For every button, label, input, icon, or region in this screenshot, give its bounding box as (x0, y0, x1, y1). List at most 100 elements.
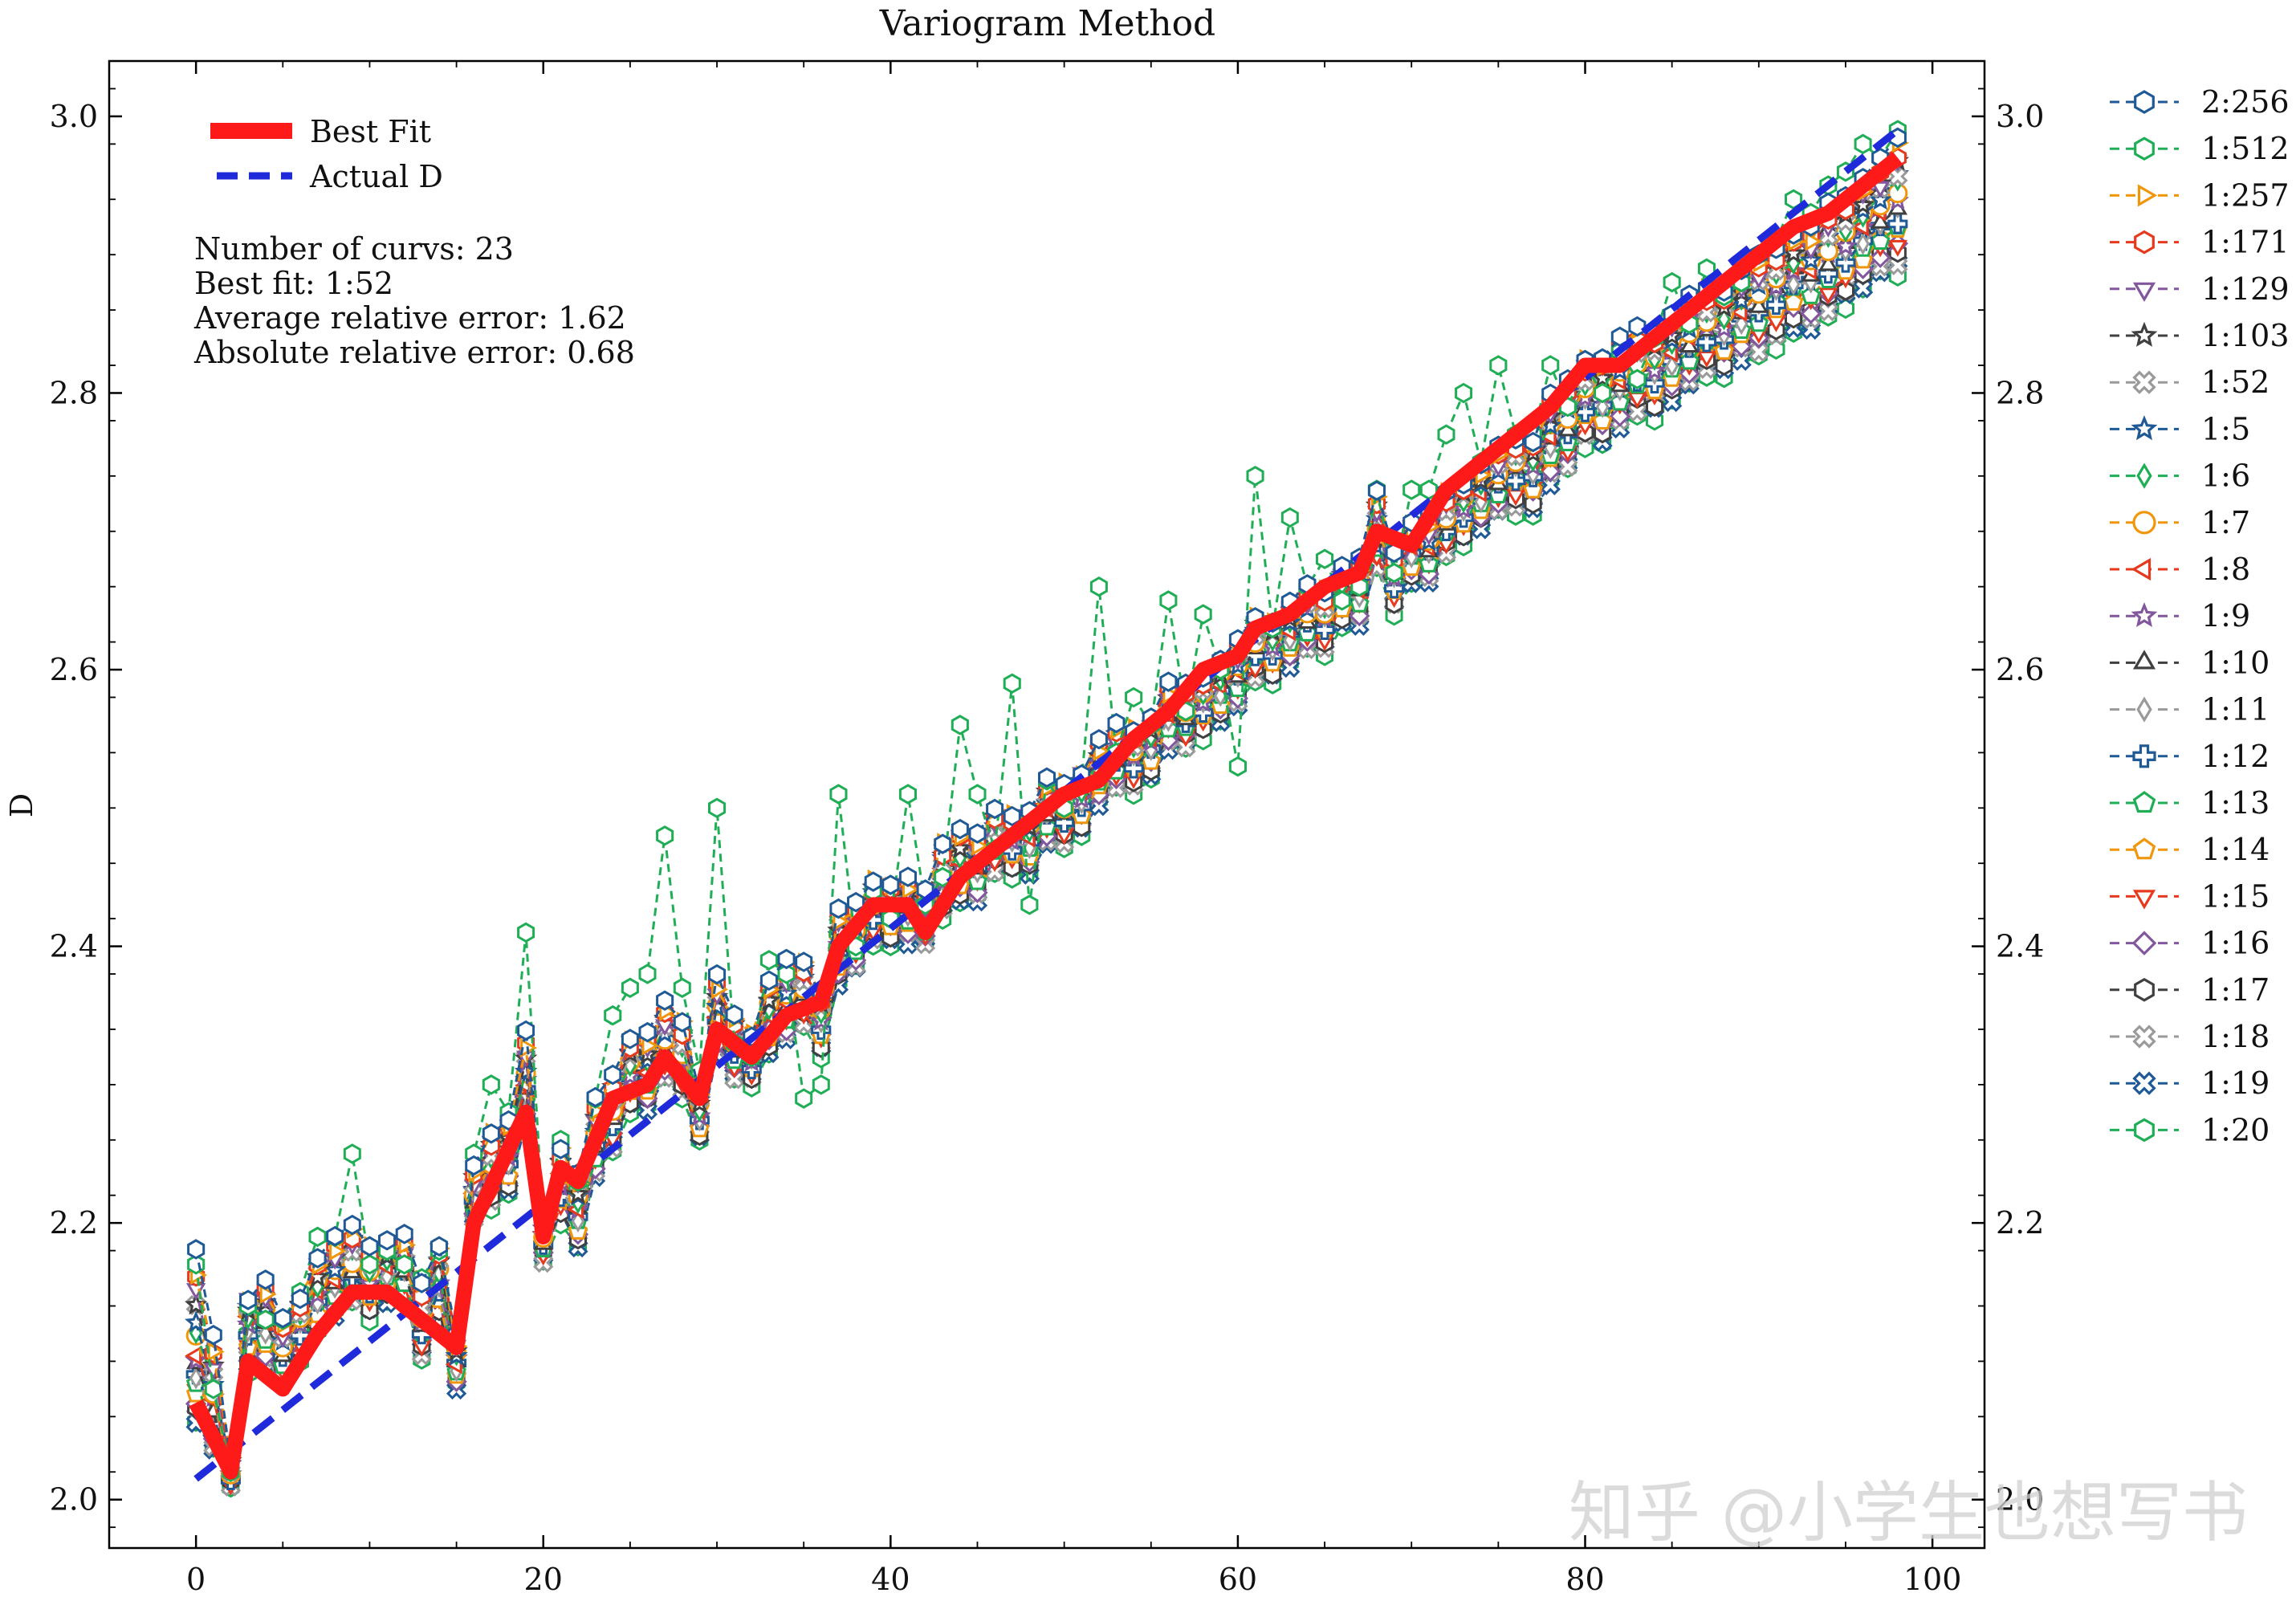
legend-label: 1:7 (2201, 505, 2250, 540)
x-tick-label: 0 (186, 1562, 206, 1597)
data-point (1194, 604, 1212, 625)
data-point (586, 1086, 605, 1108)
data-point (465, 1155, 483, 1176)
legend-item: 1:16 (2110, 926, 2270, 961)
data-point (517, 1020, 535, 1041)
legend-marker (2131, 557, 2151, 581)
legend-item: 1:18 (2110, 1019, 2270, 1054)
data-point (1541, 355, 1560, 376)
legend-marker (2134, 136, 2155, 161)
legend-item: 2:256 (2110, 84, 2290, 120)
data-point (1801, 285, 1821, 304)
legend-item: 1:20 (2110, 1112, 2270, 1147)
data-point (1871, 211, 1891, 229)
legend-label: 1:20 (2201, 1112, 2270, 1147)
data-point (1610, 326, 1629, 348)
legend-label: 1:171 (2201, 225, 2290, 260)
legend-marker (2134, 230, 2155, 255)
data-point (1020, 894, 1039, 915)
legend-marker (2132, 282, 2156, 302)
legend-item: 1:13 (2110, 785, 2270, 821)
chart-title: Variogram Method (879, 3, 1215, 44)
data-point (847, 891, 865, 913)
legend-marker (2132, 1071, 2156, 1095)
legend-marker (2132, 370, 2156, 394)
data-point (1870, 246, 1891, 268)
data-point (1834, 234, 1858, 256)
legend-item: 1:17 (2110, 972, 2270, 1008)
legend-item: 1:171 (2110, 225, 2290, 260)
best-fit-line (189, 152, 1903, 1480)
data-point (621, 1029, 639, 1049)
legend-label: 1:15 (2201, 878, 2270, 914)
y-axis-label: D (4, 793, 39, 817)
legend-label: 1:103 (2201, 318, 2290, 353)
legend-item: 1:103 (2110, 318, 2290, 353)
data-point (898, 784, 917, 805)
legend-label: 1:512 (2201, 131, 2290, 166)
data-point (951, 818, 969, 840)
legend-label: 1:10 (2201, 645, 2270, 680)
data-point (656, 825, 674, 846)
data-point (604, 1004, 622, 1026)
legend-marker (2132, 791, 2156, 813)
data-point (1887, 214, 1908, 234)
legend-label: 1:129 (2201, 271, 2290, 307)
data-point (1783, 291, 1804, 311)
plot-frame (108, 59, 1986, 1550)
data-point (968, 823, 987, 844)
data-point (552, 1139, 570, 1159)
data-point (291, 1288, 309, 1310)
data-point (1594, 382, 1612, 404)
y-tick-label: 3.0 (50, 99, 98, 134)
legend-marker (2134, 90, 2155, 114)
legend-marker (2132, 744, 2156, 768)
data-point (777, 948, 796, 970)
data-point (1836, 280, 1854, 301)
legend-label: 1:13 (2201, 785, 2270, 821)
data-point (881, 874, 900, 895)
data-point (1003, 805, 1021, 827)
data-point (1437, 424, 1455, 445)
data-point (482, 1074, 500, 1095)
data-point (378, 1230, 397, 1251)
data-point (812, 1074, 830, 1095)
legend-marker (2134, 977, 2155, 1002)
data-point (1316, 548, 1334, 569)
legend-label: 1:8 (2201, 552, 2250, 587)
data-point (185, 1346, 202, 1366)
data-point (1887, 239, 1907, 257)
data-point (829, 784, 848, 805)
data-point (1871, 230, 1891, 250)
legend-marker (2134, 1118, 2155, 1143)
annotation-block: Number of curvs: 23 Best fit: 1:52 Avera… (193, 231, 635, 370)
data-point (429, 1236, 448, 1257)
data-point (360, 1236, 379, 1257)
data-point (1835, 252, 1856, 273)
data-point (259, 1322, 273, 1345)
legend-item: 1:8 (2110, 552, 2250, 587)
annotation-line: Number of curvs: 23 (194, 231, 514, 267)
data-point (1663, 271, 1681, 293)
data-point (795, 1088, 813, 1109)
data-point (759, 950, 778, 971)
legend-marker (2136, 696, 2152, 723)
x-tick-label: 40 (871, 1562, 910, 1597)
data-point (1246, 466, 1264, 487)
legend-item: 1:257 (2110, 177, 2290, 213)
data-point (204, 1324, 222, 1346)
legend-label: 1:16 (2201, 926, 2270, 961)
data-point (1786, 273, 1801, 296)
data-point (1818, 287, 1838, 305)
data-point (1869, 188, 1892, 210)
legend-item: 1:11 (2110, 692, 2270, 727)
legend-label: 1:257 (2201, 177, 2290, 213)
legend-label: 1:52 (2201, 365, 2270, 400)
legend-item: 1:9 (2110, 598, 2250, 634)
y-tick-label: 2.0 (50, 1482, 98, 1518)
data-point (1385, 562, 1403, 584)
data-point (187, 1239, 206, 1260)
data-point (1715, 355, 1733, 377)
data-point (343, 1143, 361, 1164)
